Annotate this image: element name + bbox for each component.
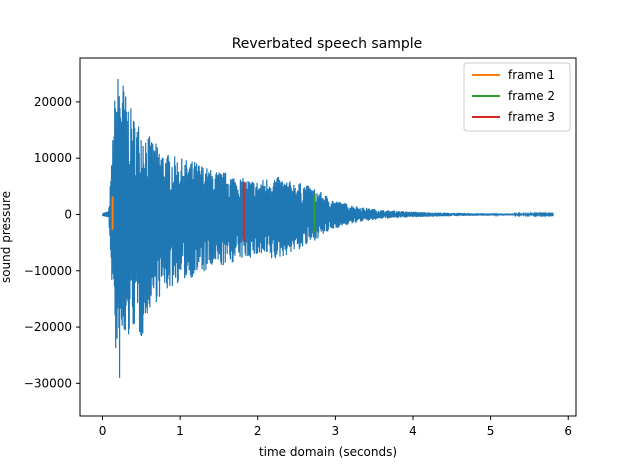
x-tick-label: 2 [254, 424, 262, 438]
legend-label: frame 3 [508, 110, 555, 124]
x-axis: 0 1 2 3 4 5 6 [99, 416, 572, 438]
legend-label: frame 2 [508, 89, 555, 103]
legend-box [463, 62, 571, 132]
x-tick-label: 6 [564, 424, 572, 438]
x-tick-label: 4 [409, 424, 417, 438]
x-tick-label: 3 [332, 424, 340, 438]
legend: frame 1 frame 2 frame 3 [463, 62, 571, 132]
y-axis: −30000 −20000 −10000 0 10000 20000 [24, 95, 80, 390]
axes-frame [79, 57, 577, 417]
legend-label: frame 1 [508, 68, 555, 82]
chart-title: Reverbated speech sample [232, 36, 423, 52]
y-tick-label: 20000 [34, 95, 72, 109]
x-tick-label: 0 [99, 424, 107, 438]
y-axis-label: sound pressure [0, 191, 13, 283]
y-tick-label: −30000 [24, 376, 72, 390]
x-axis-label: time domain (seconds) [259, 445, 397, 459]
y-tick-label: 0 [64, 207, 72, 221]
y-tick-label: −20000 [24, 320, 72, 334]
y-tick-label: −10000 [24, 264, 72, 278]
x-tick-label: 1 [176, 424, 184, 438]
plot-area [101, 79, 555, 378]
y-tick-label: 10000 [34, 151, 72, 165]
waveform-series [101, 79, 555, 378]
x-tick-label: 5 [487, 424, 495, 438]
